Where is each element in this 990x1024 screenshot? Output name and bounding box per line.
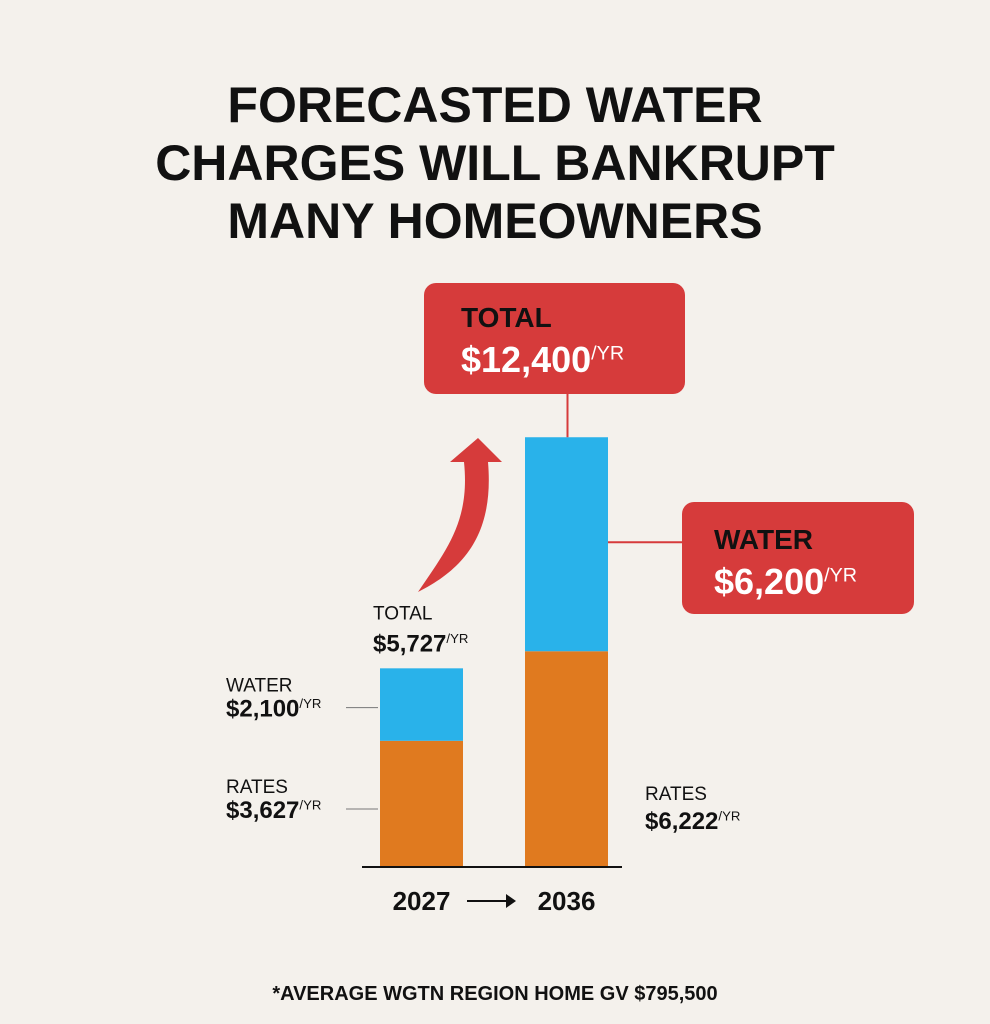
value-unit: /YR [718, 809, 740, 824]
value-unit: /YR [299, 798, 321, 813]
value-label: $6,200/YR [714, 561, 857, 602]
value-label: $12,400/YR [461, 339, 624, 380]
footnote: *AVERAGE WGTN REGION HOME GV $795,500 [272, 983, 717, 1005]
bar-segment [380, 668, 463, 741]
value-unit: /YR [446, 631, 468, 646]
series-label: WATER [226, 676, 293, 697]
value-unit: /YR [591, 342, 624, 364]
bar-segment [525, 437, 608, 652]
value-unit: /YR [299, 696, 321, 711]
callout-box [682, 502, 914, 614]
value-label: $3,627/YR [226, 797, 321, 824]
callout-title: TOTAL [461, 302, 552, 333]
bar-segment [380, 740, 463, 866]
value-amount: $12,400 [461, 339, 591, 380]
series-label: RATES [645, 784, 707, 805]
value-label: $6,222/YR [645, 808, 740, 835]
value-amount: $2,100 [226, 696, 299, 723]
growth-arrow [418, 438, 502, 592]
total-label: TOTAL [373, 603, 432, 624]
x-tick-label: 2036 [538, 886, 596, 916]
value-label: $5,727/YR [373, 630, 468, 657]
callout-box [424, 283, 685, 394]
series-label: RATES [226, 777, 288, 798]
bar-segment [525, 651, 608, 866]
value-amount: $3,627 [226, 797, 299, 824]
chart-title: FORECASTED WATER [227, 77, 762, 133]
value-amount: $6,200 [714, 561, 824, 602]
callout-title: WATER [714, 524, 813, 555]
chart-title: MANY HOMEOWNERS [227, 193, 762, 249]
value-label: $2,100/YR [226, 696, 321, 723]
year-arrow-head [506, 894, 516, 908]
value-unit: /YR [824, 564, 857, 586]
x-tick-label: 2027 [393, 886, 451, 916]
chart-title: CHARGES WILL BANKRUPT [155, 135, 835, 191]
value-amount: $6,222 [645, 808, 718, 835]
value-amount: $5,727 [373, 630, 446, 657]
